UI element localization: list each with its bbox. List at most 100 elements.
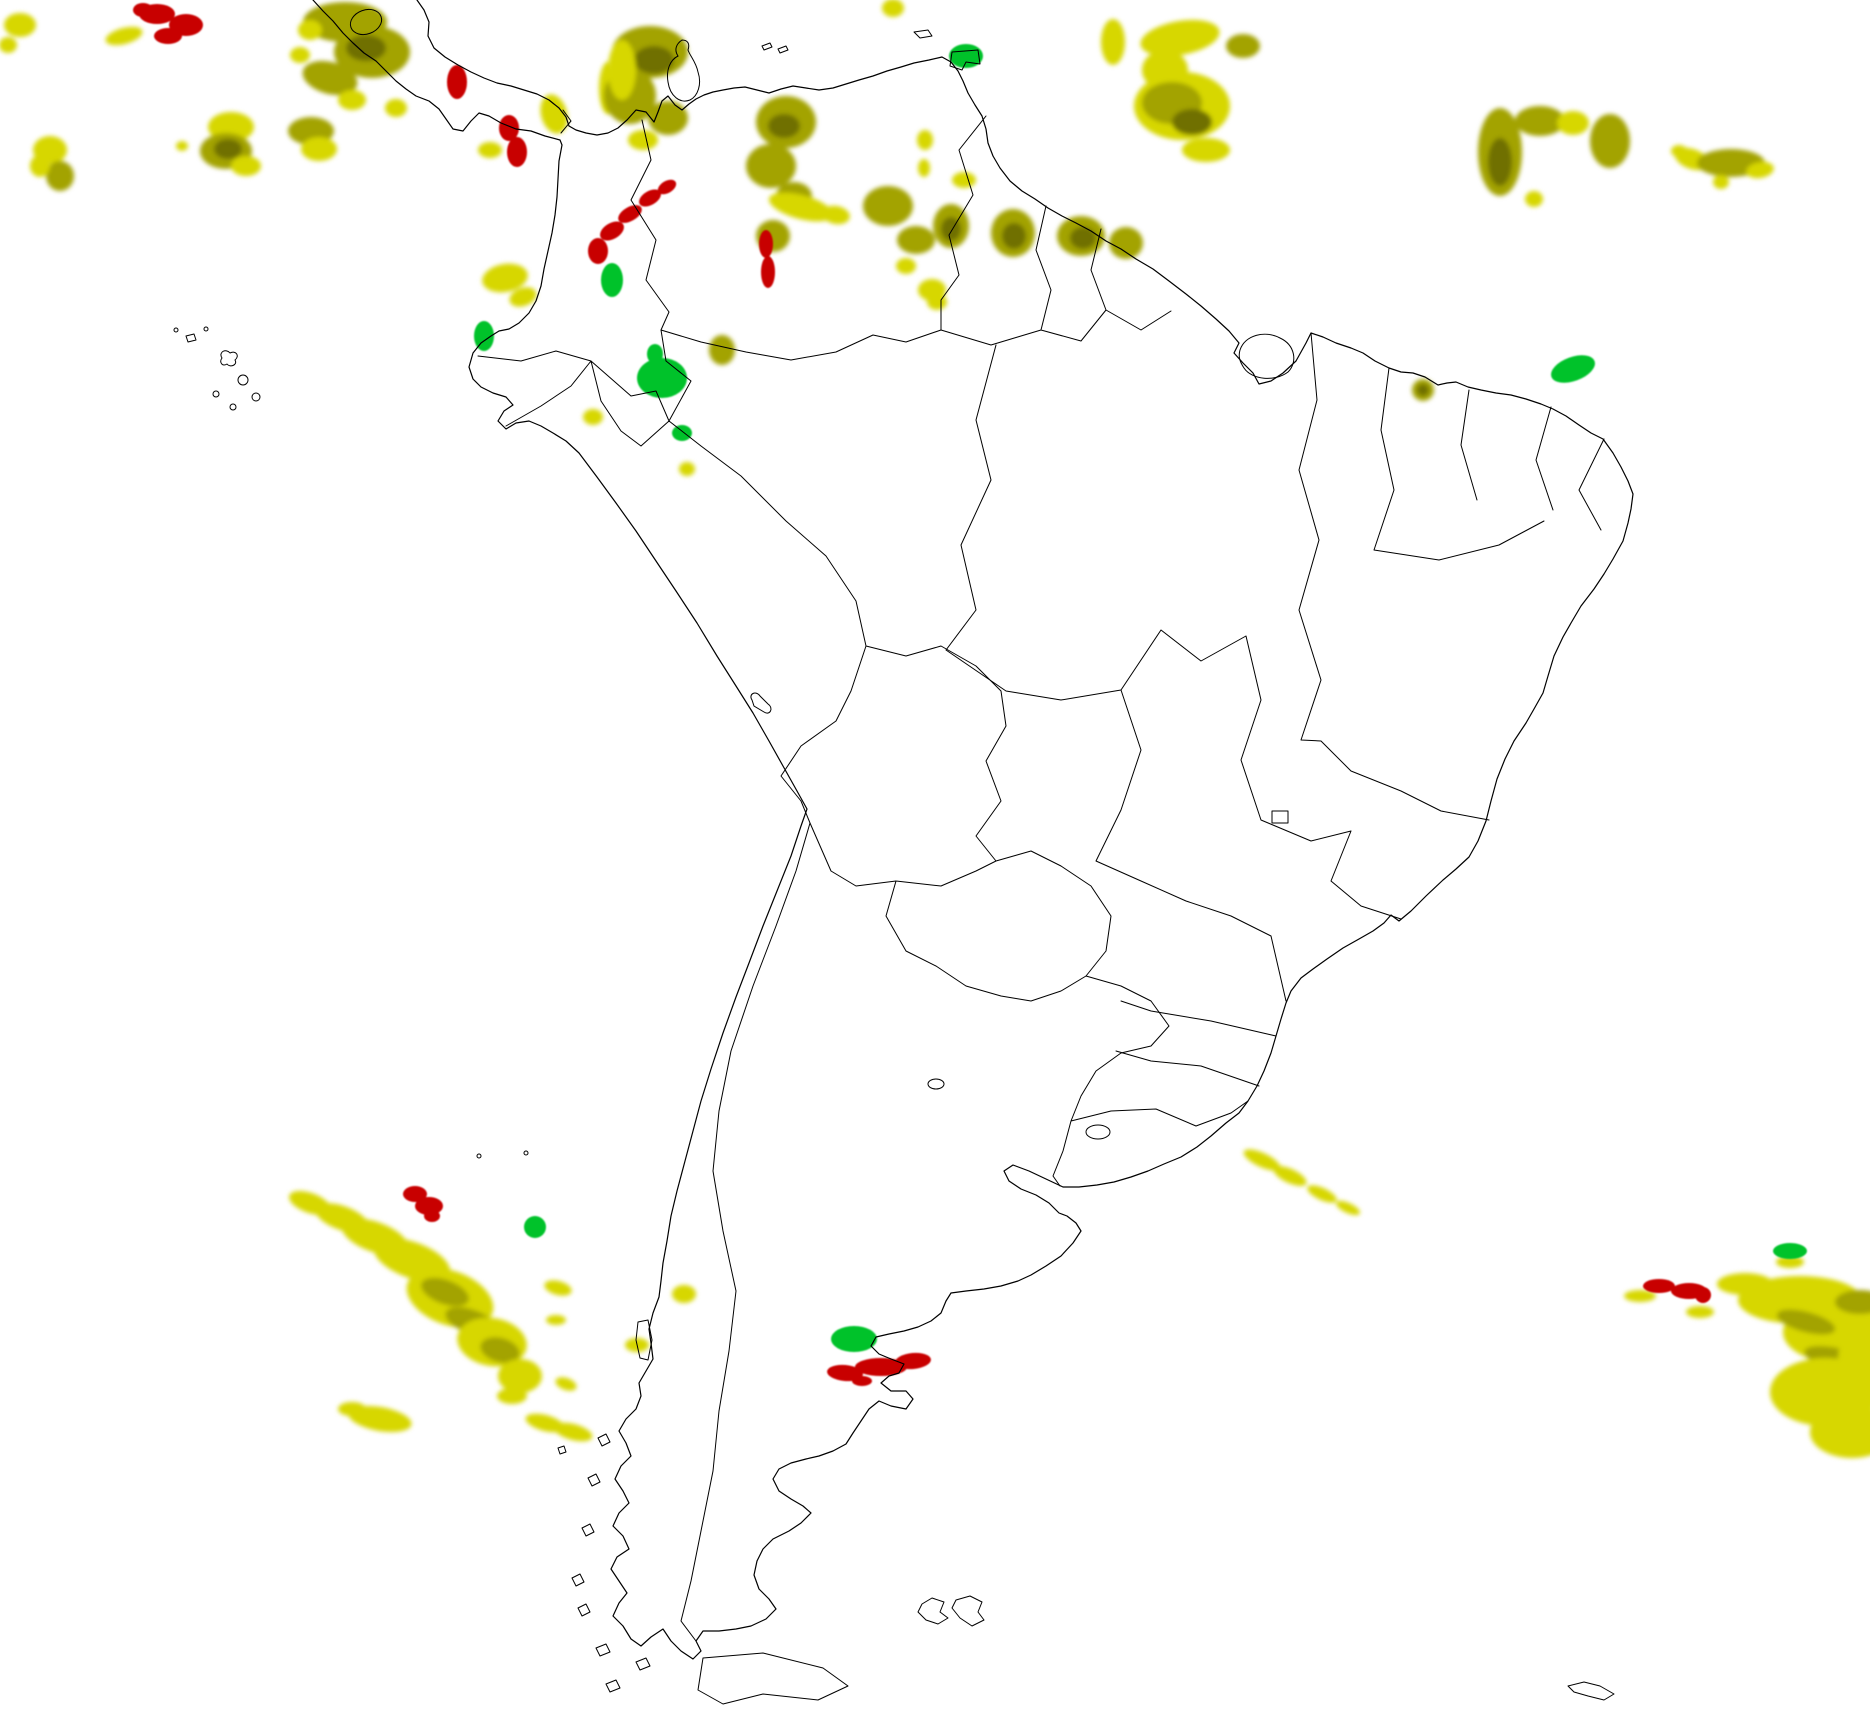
yellow-cell	[385, 99, 407, 117]
red-cell	[855, 1358, 907, 1376]
south-georgia-island	[1567, 1681, 1615, 1701]
yellow-cell	[301, 137, 337, 161]
cluster-west-twin-lobes	[176, 112, 337, 176]
yellow-cell	[1336, 1200, 1360, 1216]
green-cell	[831, 1326, 877, 1352]
red-cell	[1695, 1287, 1711, 1303]
red-cell	[133, 3, 153, 17]
yellow-cell	[1109, 227, 1143, 259]
yellow-cell	[1070, 227, 1096, 249]
yellow-cell	[1488, 138, 1512, 186]
yellow-cell	[918, 159, 930, 177]
country-border-lines	[477, 109, 1249, 1642]
yellow-cell	[882, 0, 904, 17]
cluster-central-america-mass	[290, 2, 410, 117]
yellow-cell	[1101, 19, 1125, 65]
yellow-cell	[897, 226, 935, 254]
patagonian-fjord-islets	[557, 1433, 651, 1693]
cloud-overlay-layer	[0, 0, 1870, 1458]
red-cell	[759, 230, 773, 258]
cluster-merida-mass	[746, 96, 850, 252]
yellow-cell	[555, 1377, 577, 1391]
cluster-maracaibo-mass	[604, 26, 688, 150]
yellow-cell	[746, 144, 796, 188]
yellow-cell	[105, 26, 143, 46]
yellow-cell	[1746, 161, 1774, 179]
falkland-islands	[917, 1595, 985, 1627]
yellow-cell	[30, 155, 50, 177]
red-cell	[424, 1210, 440, 1222]
yellow-cell	[822, 205, 850, 225]
yellow-cell	[1838, 1320, 1870, 1400]
yellow-cell	[1417, 384, 1429, 396]
lakes-layer	[349, 8, 1111, 1140]
red-cell	[761, 256, 775, 288]
yellow-cell	[509, 287, 537, 307]
yellow-cell	[1525, 191, 1543, 207]
green-cell	[672, 425, 692, 441]
cluster-amazon-small-dots	[482, 263, 735, 476]
trinidad-island	[949, 49, 981, 71]
yellow-cell	[1140, 19, 1220, 57]
curacao-bonaire-islets	[761, 42, 789, 54]
yellow-cell	[679, 462, 695, 476]
green-cell	[647, 344, 663, 364]
yellow-cell	[540, 94, 568, 134]
red-cell	[618, 205, 642, 223]
yellow-cell	[46, 161, 74, 191]
yellow-cell	[482, 263, 528, 293]
yellow-cell	[709, 335, 735, 365]
red-cell	[639, 189, 661, 207]
yellow-cell	[1713, 175, 1729, 189]
chiloe-island	[635, 1319, 653, 1361]
yellow-cell	[231, 156, 261, 176]
red-cell	[415, 1197, 443, 1215]
yellow-cell	[480, 1337, 520, 1363]
yellow-cell	[1002, 223, 1026, 249]
green-cell	[637, 358, 687, 398]
green-cell	[1773, 1243, 1807, 1259]
yellow-cell	[768, 114, 800, 138]
yellow-cell	[1776, 1256, 1804, 1268]
yellow-cell	[348, 1405, 412, 1433]
marajo-island	[1238, 333, 1295, 379]
red-cell	[600, 221, 624, 241]
yellow-cell	[628, 130, 658, 150]
lake-nicaragua	[349, 8, 383, 36]
yellow-cell	[863, 186, 913, 226]
state-border-lines	[945, 332, 1605, 1087]
yellow-cell	[302, 60, 358, 96]
cluster-northeast-m-cluster	[1478, 106, 1630, 207]
red-cell	[1643, 1279, 1675, 1293]
yellow-cell	[1776, 1309, 1836, 1335]
galapagos-islands	[173, 326, 261, 411]
cluster-amapa-coast-dot	[1412, 379, 1434, 401]
yellow-cell	[952, 172, 976, 188]
yellow-cell	[1182, 138, 1230, 162]
red-cell	[827, 1364, 863, 1382]
yellow-cell	[1515, 106, 1565, 136]
cluster-panama-colombia-bits	[478, 62, 617, 158]
lake-titicaca	[750, 692, 772, 714]
cluster-chile-coast-dots	[625, 1285, 696, 1352]
tierra-del-fuego-island	[697, 1652, 849, 1705]
yellow-cell	[1671, 145, 1687, 157]
yellow-cell	[1557, 111, 1589, 135]
red-cell	[657, 179, 677, 195]
yellow-cell	[1590, 114, 1630, 168]
yellow-cell	[498, 1359, 542, 1393]
red-cell	[852, 1376, 872, 1386]
red-cell	[447, 65, 467, 99]
coastline-layer	[312, 0, 1634, 1660]
cluster-green-cells	[474, 44, 1807, 1352]
yellow-cell	[546, 1315, 566, 1325]
yellow-cell	[298, 20, 322, 40]
yellow-cell	[1686, 1306, 1714, 1318]
buenos-aires-lagoon	[927, 1078, 945, 1090]
yellow-cell	[896, 258, 916, 274]
red-cell	[403, 1186, 427, 1202]
yellow-cell	[176, 141, 188, 151]
country-borders-layer	[477, 109, 1249, 1642]
